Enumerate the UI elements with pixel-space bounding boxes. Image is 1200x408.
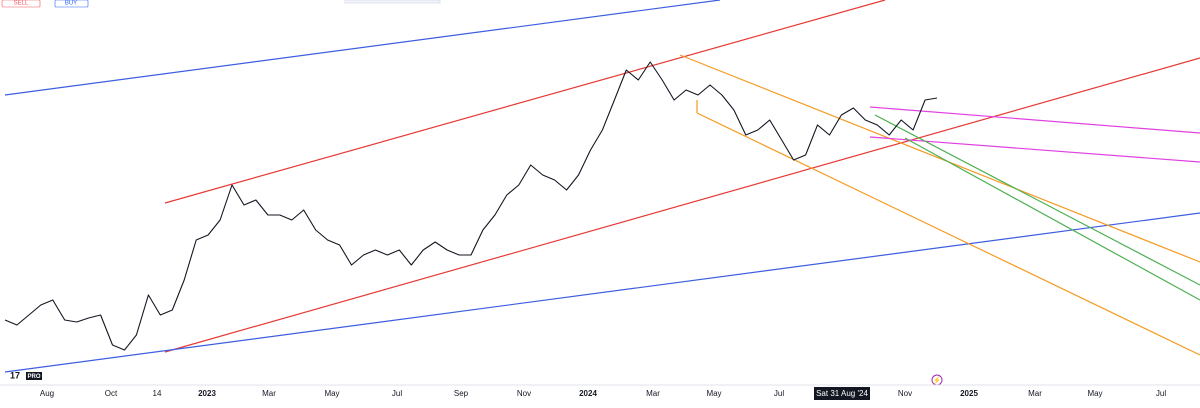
trendline bbox=[904, 137, 1200, 301]
trendline bbox=[4, 212, 1200, 373]
x-tick-label: 2024 bbox=[579, 389, 597, 398]
trendline bbox=[696, 112, 1200, 356]
x-tick-label: Jul bbox=[774, 389, 784, 398]
time-axis: Aug Oct 14 2023 Mar May Jul Sep Nov 2024 Mar May Jul… bbox=[40, 387, 1166, 400]
trendline bbox=[164, 57, 1200, 353]
x-tick-label: Mar bbox=[262, 389, 276, 398]
trendline bbox=[869, 106, 1200, 134]
x-tick-label: Nov bbox=[517, 389, 531, 398]
x-tick-label: Sep bbox=[454, 389, 469, 398]
x-tick-label: Aug bbox=[40, 389, 54, 398]
logo-mark: 17 bbox=[10, 370, 20, 380]
x-tick-label: Jul bbox=[392, 389, 402, 398]
x-tick-label: Oct bbox=[105, 389, 118, 398]
x-tick-label: 2023 bbox=[198, 389, 216, 398]
sell-label[interactable]: SELL bbox=[14, 1, 29, 7]
event-icon-glyph[interactable]: ⚡ bbox=[933, 375, 942, 384]
x-tick-label: May bbox=[706, 389, 721, 398]
x-tick-label: May bbox=[1087, 389, 1102, 398]
trendline bbox=[679, 54, 1200, 263]
buy-button[interactable] bbox=[54, 0, 89, 8]
price-line bbox=[4, 61, 938, 351]
x-tick-label: May bbox=[324, 389, 339, 398]
logo-text: PRO bbox=[27, 374, 40, 380]
x-tick-label: Sat 31 Aug '24 bbox=[816, 389, 868, 398]
drawings bbox=[4, 0, 1200, 373]
x-tick-label: 14 bbox=[153, 389, 162, 398]
top-toolbar bbox=[344, 0, 441, 4]
trendline bbox=[4, 0, 721, 96]
x-tick-label: Mar bbox=[646, 389, 660, 398]
logo-badge bbox=[26, 372, 42, 380]
x-tick-label: Jul bbox=[1156, 389, 1166, 398]
sell-button[interactable] bbox=[1, 0, 41, 8]
buy-label[interactable]: BUY bbox=[65, 1, 77, 7]
x-tick-label: Mar bbox=[1028, 389, 1042, 398]
x-tick-label: 2025 bbox=[960, 389, 978, 398]
price-layer bbox=[4, 61, 938, 351]
x-tick-label: Nov bbox=[898, 389, 912, 398]
trendline bbox=[874, 114, 1200, 286]
crosshair-date-badge bbox=[814, 387, 870, 400]
trendline bbox=[164, 0, 886, 204]
